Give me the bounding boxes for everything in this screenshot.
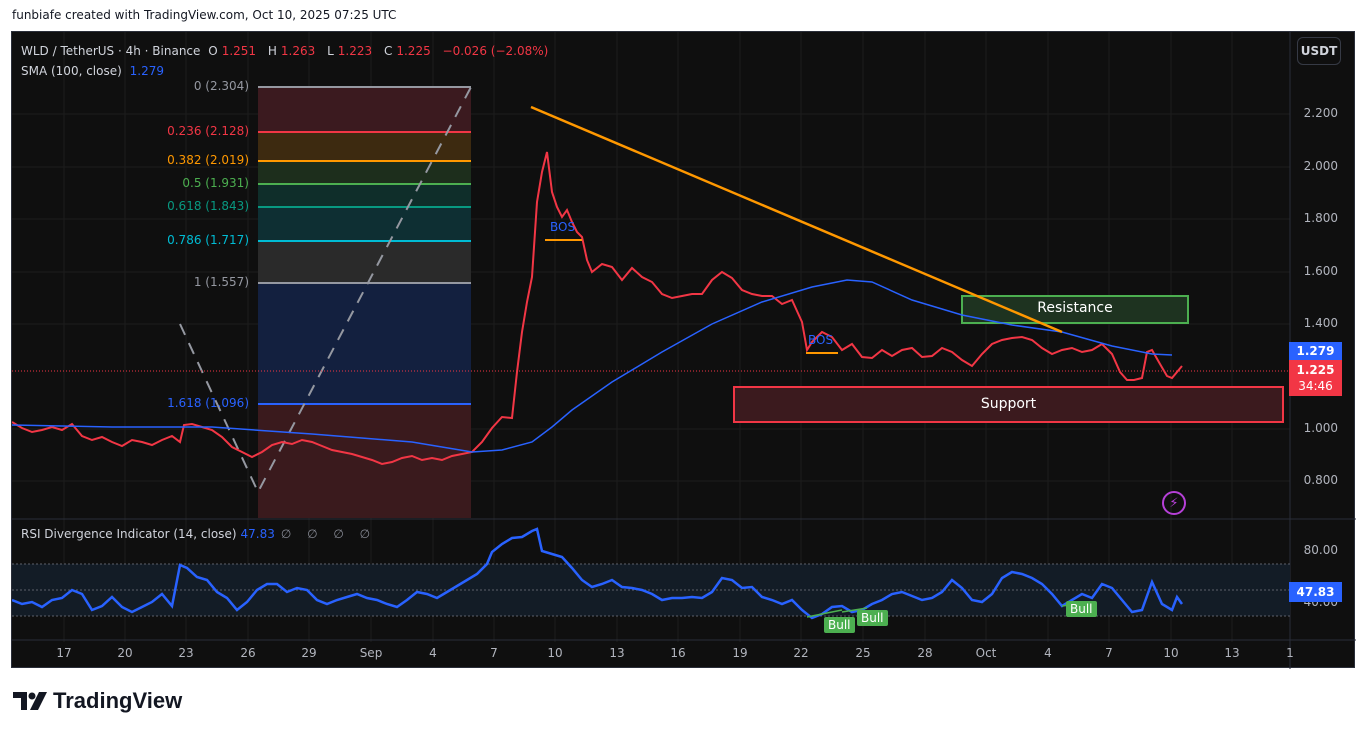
rsi-axis-label: 80.00 [1303,543,1338,557]
price-axis-label: 2.200 [1303,106,1338,120]
fib-level-label: 1.618 (1.096) [167,396,249,410]
time-axis-label: 20 [117,646,133,660]
rsi-legend[interactable]: RSI Divergence Indicator (14, close) 47.8… [21,527,376,541]
time-axis-label: 17 [56,646,72,660]
time-axis-label: 23 [178,646,194,660]
bull-divergence-label: Bull [824,617,855,633]
bos-label: BOS [808,333,834,347]
time-axis-label: 26 [240,646,256,660]
time-axis-label: 13 [609,646,625,660]
time-axis-label: 25 [855,646,871,660]
resistance-label: Resistance [1037,300,1113,316]
time-axis-label: 29 [301,646,317,660]
rsi-value-tag: 47.83 [1289,582,1342,602]
time-axis-label: 22 [793,646,809,660]
time-axis-label: 10 [547,646,563,660]
brand-name: TradingView [53,688,183,713]
tradingview-logo-icon [13,692,47,710]
fib-level-label: 0.236 (2.128) [167,124,249,138]
lightning-icon[interactable]: ⚡ [1162,491,1186,515]
price-axis-label: 0.800 [1303,473,1338,487]
bull-divergence-label: Bull [1066,601,1097,617]
support-label: Support [980,396,1037,412]
low-value: 1.223 [337,44,373,58]
currency-unit-button[interactable]: USDT [1297,37,1341,65]
last-price-tag: 1.225 34:46 [1289,360,1342,396]
sma-value: 1.279 [129,64,164,78]
rsi-line [12,527,1184,620]
fib-level-label: 0.618 (1.843) [167,199,249,213]
sma-price-tag: 1.279 [1289,342,1342,360]
chart-canvas[interactable] [12,32,1356,669]
symbol-name[interactable]: WLD / TetherUS · 4h · Binance [21,44,201,58]
sma-line [12,279,1173,453]
time-axis-label: 19 [732,646,748,660]
fib-level-label: 0 (2.304) [193,79,249,93]
support-zone[interactable] [733,386,1284,423]
time-axis-label: 4 [1044,646,1052,660]
price-axis-label: 2.000 [1303,159,1338,173]
fib-retracement[interactable] [179,86,472,518]
chart-frame[interactable]: WLD / TetherUS · 4h · Binance O 1.251 H 1.… [11,31,1356,669]
time-axis-label: 4 [429,646,437,660]
bull-divergence-label: Bull [857,610,888,626]
rsi-label[interactable]: RSI Divergence Indicator (14, close) [21,527,237,541]
rsi-value: 47.83 [240,527,275,541]
time-axis-label: 13 [1224,646,1240,660]
symbol-legend[interactable]: WLD / TetherUS · 4h · Binance O 1.251 H 1.… [21,44,549,78]
high-value: 1.263 [280,44,316,58]
tradingview-brand[interactable]: TradingView [13,688,182,714]
time-axis-label: 16 [670,646,686,660]
sma-label[interactable]: SMA (100, close) [21,64,122,78]
chart-credit: funbiafe created with TradingView.com, O… [12,8,397,22]
bar-countdown: 34:46 [1298,379,1333,393]
time-axis-label: Oct [975,646,997,660]
price-axis-label: 1.800 [1303,211,1338,225]
time-axis-label: 7 [1105,646,1113,660]
time-axis-label: Sep [359,646,383,660]
price-axis-label: 1.400 [1303,316,1338,330]
candles [12,151,1183,466]
time-axis-label: 7 [490,646,498,660]
change-value: −0.026 (−2.08%) [442,44,549,58]
fib-level-label: 1 (1.557) [193,275,249,289]
resistance-zone[interactable] [961,295,1189,324]
time-axis-label: 28 [917,646,933,660]
bos-label: BOS [550,220,576,234]
descending-trendline[interactable] [530,105,1063,334]
open-value: 1.251 [221,44,257,58]
price-axis-label: 1.600 [1303,264,1338,278]
time-axis-label: 1 [1286,646,1294,660]
fib-level-label: 0.5 (1.931) [182,176,249,190]
rsi-null-values: ∅ ∅ ∅ ∅ [280,527,377,541]
time-axis-label: 10 [1163,646,1179,660]
price-axis-label: 1.000 [1303,421,1338,435]
fib-level-label: 0.382 (2.019) [167,153,249,167]
fib-level-label: 0.786 (1.717) [167,233,249,247]
close-value: 1.225 [396,44,431,58]
